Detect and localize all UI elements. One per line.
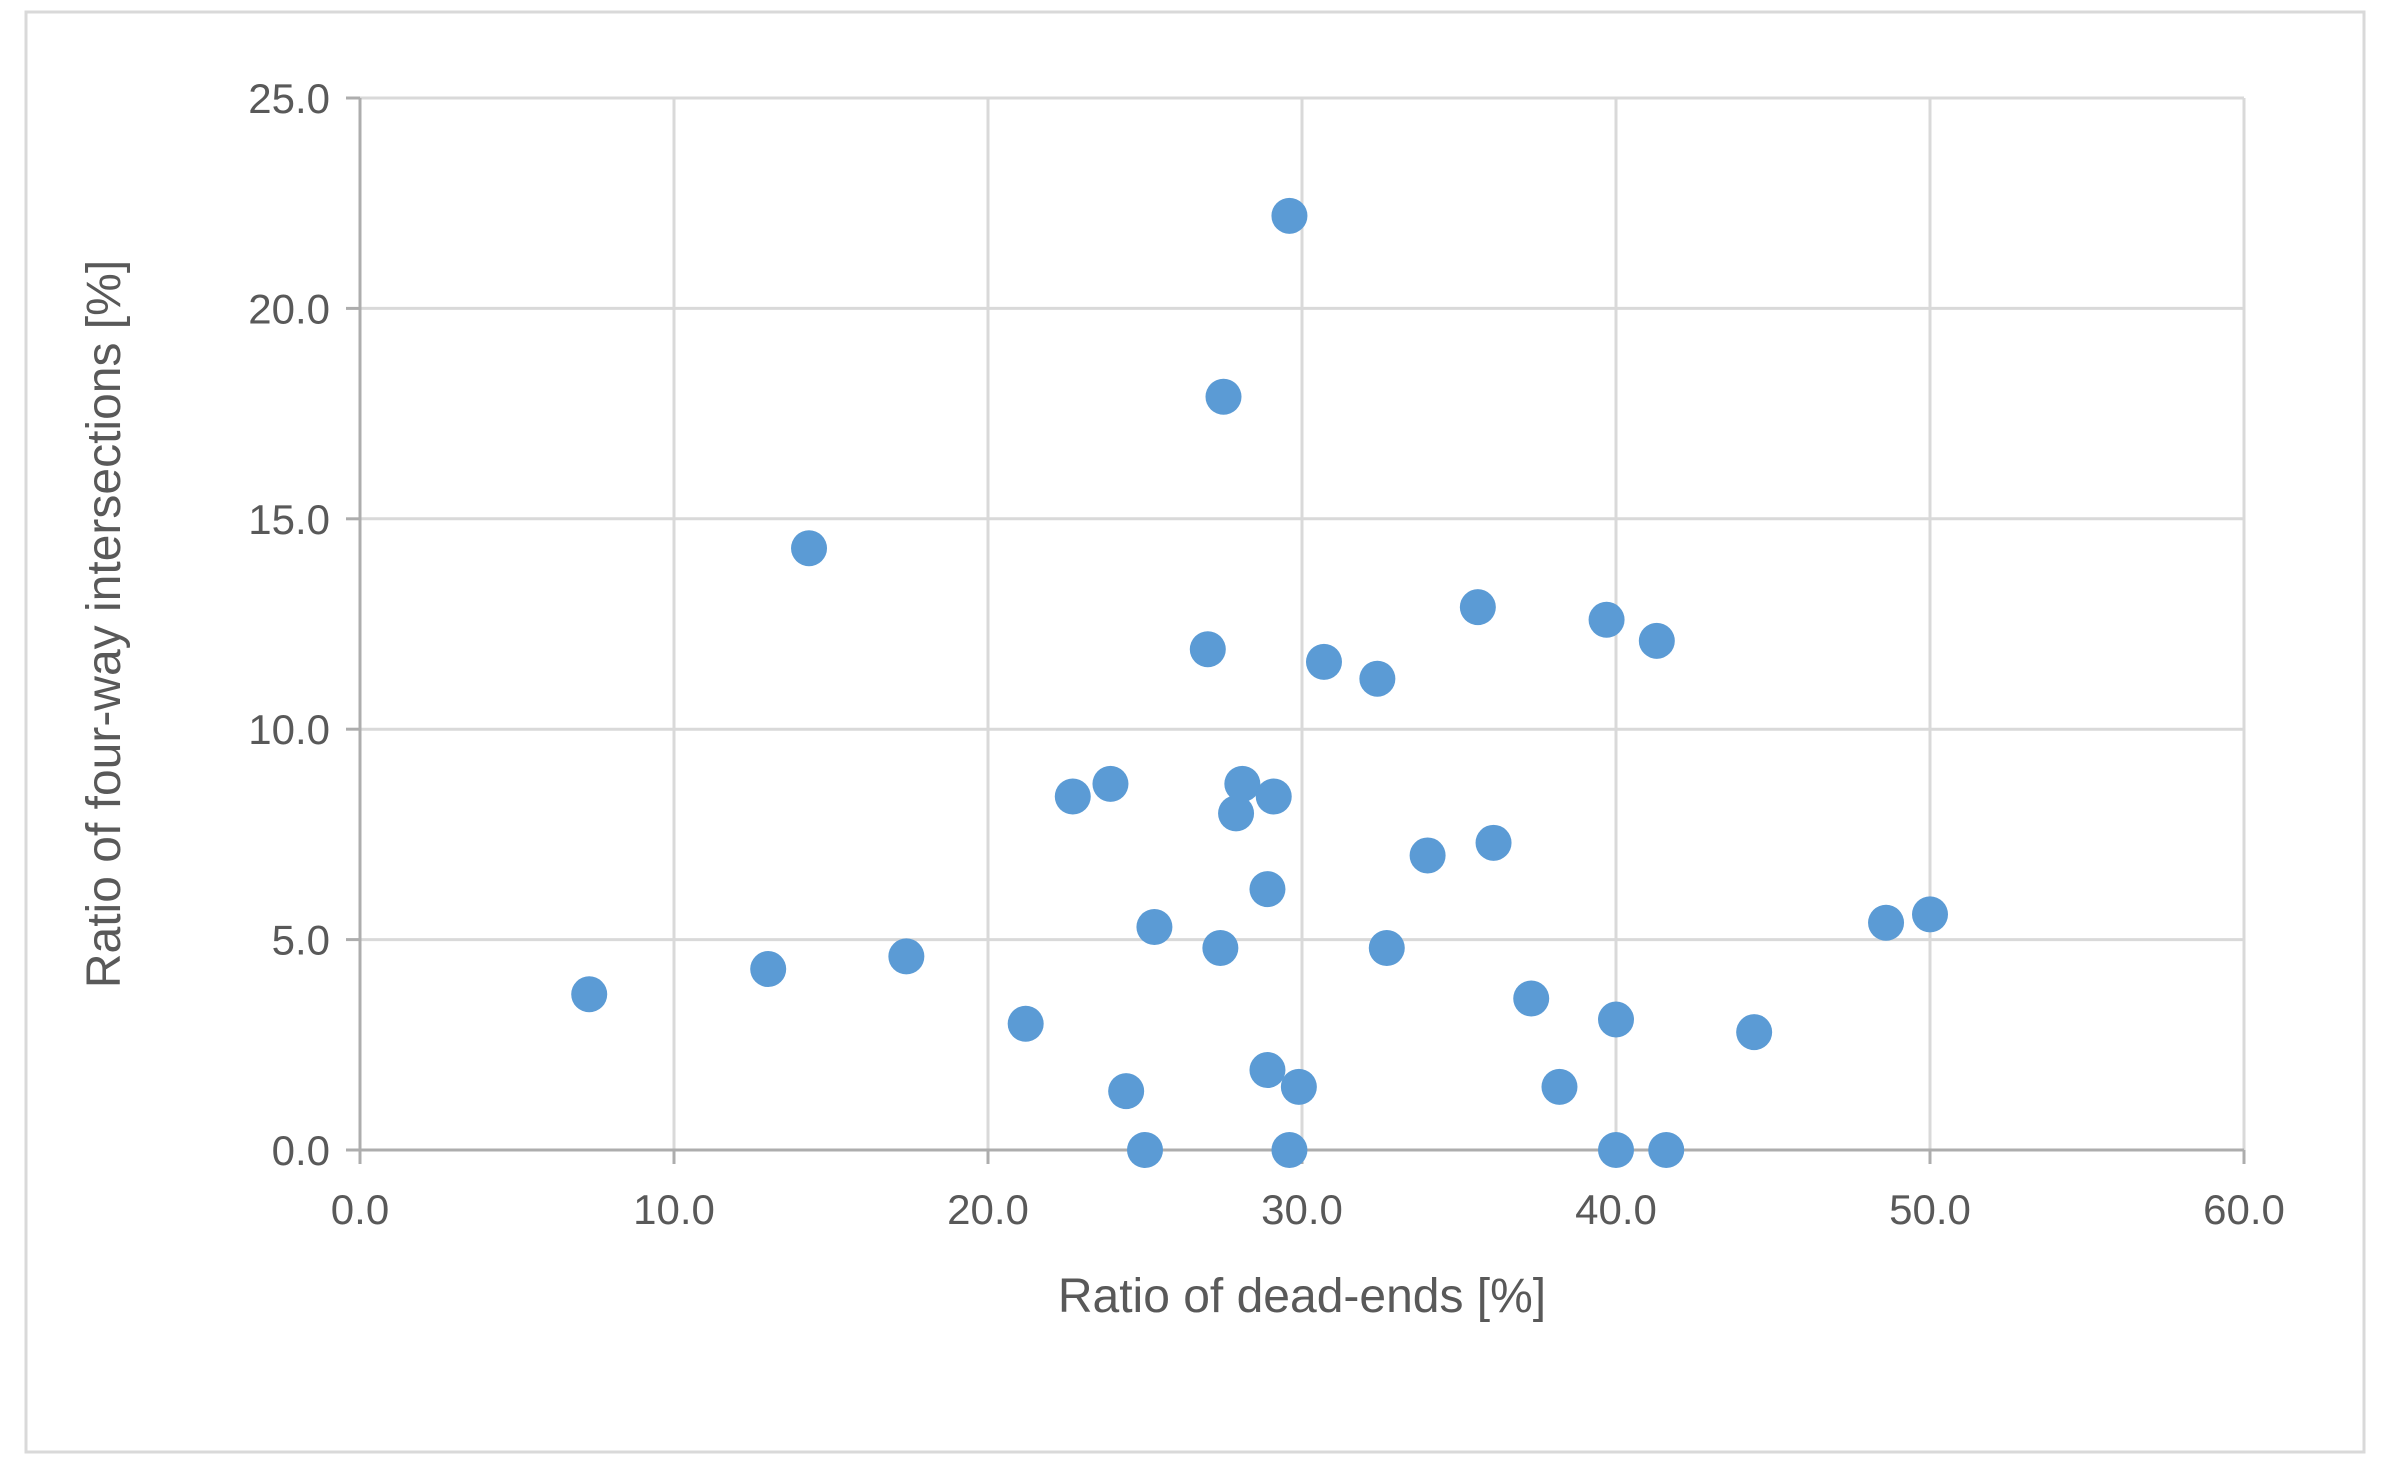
scatter-point (1368, 930, 1405, 967)
scatter-point (1249, 1052, 1286, 1089)
scatter-point (1205, 378, 1242, 415)
x-tick-label: 40.0 (1575, 1186, 1657, 1233)
y-tick-label: 0.0 (272, 1127, 330, 1174)
x-tick-label: 60.0 (2203, 1186, 2285, 1233)
scatter-point (571, 976, 608, 1013)
y-tick-label: 20.0 (248, 285, 330, 332)
scatter-point (888, 938, 925, 975)
scatter-point (1249, 871, 1286, 908)
y-tick-label: 15.0 (248, 496, 330, 543)
x-tick-label: 30.0 (1261, 1186, 1343, 1233)
scatter-point (791, 530, 828, 567)
scatter-point (1409, 837, 1446, 874)
x-axis-title: Ratio of dead-ends [%] (1058, 1270, 1546, 1323)
scatter-point (1202, 930, 1239, 967)
scatter-point (1648, 1132, 1685, 1168)
tick-labels: 0.0 10.0 20.0 30.0 40.0 50.0 60.0 0.0 5.0 10.0 15.… (248, 75, 2285, 1233)
scatter-points (571, 197, 1948, 1168)
y-tick-label: 10.0 (248, 706, 330, 753)
scatter-point (1638, 622, 1675, 659)
scatter-point (1007, 1005, 1044, 1042)
scatter-point (1255, 778, 1292, 815)
scatter-point (1092, 765, 1129, 802)
scatter-point (1475, 824, 1512, 861)
scatter-point (1868, 904, 1905, 941)
scatter-point (1054, 778, 1091, 815)
scatter-point (1598, 1132, 1634, 1168)
scatter-point (1459, 589, 1496, 626)
y-axis-title: Ratio of four-way intersections [%] (78, 260, 131, 988)
scatter-point (1598, 1001, 1634, 1038)
y-tick-label: 25.0 (248, 75, 330, 122)
x-tick-label: 0.0 (331, 1186, 389, 1233)
scatter-point (1271, 1132, 1308, 1168)
scatter-point (1305, 643, 1342, 680)
x-tick-label: 50.0 (1889, 1186, 1971, 1233)
scatter-point (1224, 765, 1261, 802)
scatter-point (1127, 1132, 1163, 1168)
scatter-point (1359, 660, 1396, 697)
scatter-point (1588, 601, 1625, 638)
scatter-point (1912, 896, 1948, 933)
figure-border (24, 10, 2366, 1454)
scatter-point (750, 951, 787, 988)
gridlines (360, 96, 2246, 1150)
scatter-point (1189, 631, 1226, 668)
scatter-point (1513, 980, 1550, 1017)
scatter-point (1541, 1068, 1578, 1105)
x-tick-label: 20.0 (947, 1186, 1029, 1233)
chart-frame (24, 10, 2366, 1454)
scatter-point (1271, 197, 1308, 234)
scatter-point (1108, 1073, 1145, 1110)
scatter-point (1280, 1068, 1317, 1105)
scatter-point (1736, 1014, 1773, 1051)
x-tick-label: 10.0 (633, 1186, 715, 1233)
scatter-point (1218, 795, 1255, 832)
y-tick-label: 5.0 (272, 917, 330, 964)
scatter-point (1136, 908, 1173, 945)
